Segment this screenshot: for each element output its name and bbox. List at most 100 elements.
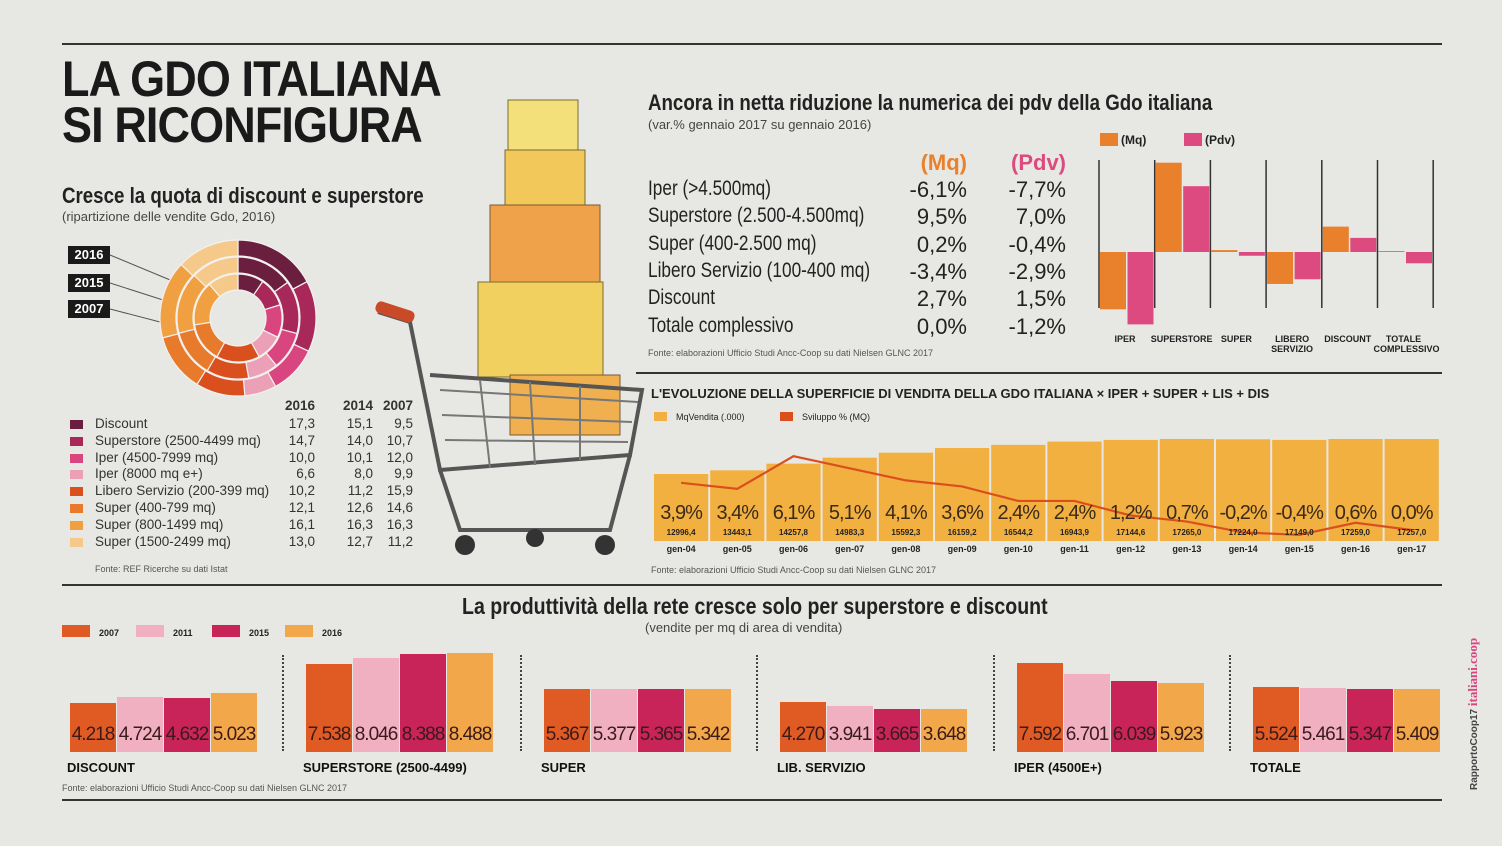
pdv-row-text: Super (400-2.500 mq) xyxy=(648,231,817,255)
mq-bar xyxy=(991,444,1046,541)
credit-text-2: italiani.coop xyxy=(1465,637,1480,707)
table-cell: 9,9 xyxy=(394,466,413,482)
mq-label: 16159,2 xyxy=(947,528,977,537)
pdv-row-text: Totale complessivo xyxy=(648,313,794,337)
legend-label-pdv: (Pdv) xyxy=(1205,133,1235,147)
pdv-header: (Pdv) xyxy=(1011,150,1066,175)
table-cell: 12,6 xyxy=(346,500,373,515)
table-cell: 15,1 xyxy=(346,416,373,431)
category-label: Discount xyxy=(95,416,148,431)
mq-label: 17149,0 xyxy=(1284,528,1314,537)
title-line-2: SI RICONFIGURA xyxy=(62,97,423,153)
legend-swatch-mqvendita xyxy=(654,412,667,421)
group-separator xyxy=(282,655,284,751)
category-label: Superstore (2500-4499 mq) xyxy=(95,432,261,448)
table-cell: 17,3 xyxy=(288,416,315,431)
bar-value-label: 8.488 xyxy=(448,724,493,745)
bar-value-label: 8.046 xyxy=(354,724,399,745)
x-tick-label: gen-12 xyxy=(1116,544,1146,554)
table-cell: 14,6 xyxy=(386,500,413,515)
growth-label: 0,0% xyxy=(1390,502,1434,524)
mq-bar xyxy=(1328,439,1383,541)
mq-label: 15592,3 xyxy=(891,528,921,537)
mq-value: -3,4% xyxy=(909,258,967,284)
bar-pdv xyxy=(1127,252,1154,325)
pdv-row-label: Totale complessivo xyxy=(648,314,825,338)
x-tick-label: gen-05 xyxy=(722,544,752,554)
mq-value: -6,1% xyxy=(909,177,967,202)
growth-label: -0,4% xyxy=(1275,502,1324,524)
bar-mq xyxy=(1155,162,1182,252)
pdv-source: Fonte: elaborazioni Ufficio Studi Ancc-C… xyxy=(648,348,933,358)
table-cell: 14,0 xyxy=(346,432,373,448)
bar-value-label: 5.347 xyxy=(1348,724,1393,745)
growth-label: 3,6% xyxy=(941,502,984,524)
table-cell: 15,9 xyxy=(386,483,413,499)
legend-label: 2007 xyxy=(99,628,120,638)
productivity-bar xyxy=(306,663,352,752)
mq-label: 12996,4 xyxy=(666,528,696,537)
legend-swatch xyxy=(136,625,164,637)
section-divider-2 xyxy=(62,584,1442,586)
category-label: LIBERO SERVIZIO xyxy=(1271,334,1314,354)
productivity-bar xyxy=(827,705,873,752)
pdv-row-label: Iper (>4.500mq) xyxy=(648,177,798,201)
pdv-value: -1,2% xyxy=(1008,313,1066,339)
productivity-bar xyxy=(1300,688,1346,752)
bar-value-label: 5.365 xyxy=(639,724,684,745)
bar-value-label: 6.039 xyxy=(1112,724,1157,745)
bar-value-label: 5.367 xyxy=(545,724,590,745)
ring-label-2015: 2015 xyxy=(68,274,110,292)
productivity-bar xyxy=(544,689,590,752)
bar-pdv xyxy=(1183,186,1210,252)
bar-value-label: 4.724 xyxy=(118,724,163,745)
donut-slice xyxy=(193,256,239,288)
bar-value-label: 4.218 xyxy=(71,724,116,745)
bar-value-label: 3.648 xyxy=(922,724,967,745)
productivity-bar xyxy=(211,693,257,752)
mq-label: 17259,0 xyxy=(1341,528,1370,537)
x-tick-label: gen-13 xyxy=(1172,544,1202,554)
group-separator xyxy=(993,655,995,751)
column-header: 2014 xyxy=(342,398,373,413)
mq-label: 17144,6 xyxy=(1116,528,1146,537)
bar-value-label: 6.701 xyxy=(1065,724,1110,745)
mq-value: 0,0% xyxy=(916,313,967,339)
legend-swatch xyxy=(70,420,83,429)
credit-text-1: RapportoCoop17 xyxy=(1469,708,1480,790)
table-cell: 12,1 xyxy=(288,500,315,515)
growth-label: 1,2% xyxy=(1109,502,1153,524)
category-label: Iper (8000 mq e+) xyxy=(95,466,203,482)
bar-mq xyxy=(1100,252,1126,310)
table-cell: 11,2 xyxy=(347,483,373,499)
productivity-bar xyxy=(921,709,967,752)
pdv-row-text: Discount xyxy=(648,286,715,310)
table-cell: 13,0 xyxy=(288,533,315,549)
productivity-bar xyxy=(70,702,116,752)
pdv-row-text: Superstore (2.500-4.500mq) xyxy=(648,204,865,228)
evolution-source: Fonte: elaborazioni Ufficio Studi Ancc-C… xyxy=(651,565,936,575)
bar-value-label: 5.023 xyxy=(212,724,257,745)
pdv-row-text: Iper (>4.500mq) xyxy=(648,177,771,200)
table-cell: 10,0 xyxy=(288,449,315,465)
productivity-bar xyxy=(117,696,163,752)
table-cell: 16,1 xyxy=(288,516,315,532)
mq-label: 17265,0 xyxy=(1172,528,1202,537)
table-cell: 10,2 xyxy=(288,483,315,499)
legend-label: 2016 xyxy=(322,628,343,638)
x-tick-label: gen-15 xyxy=(1284,544,1314,554)
legend-swatch xyxy=(212,625,240,637)
ring-label-2016: 2016 xyxy=(68,246,110,264)
bar-value-label: 8.388 xyxy=(401,724,446,745)
category-label: DISCOUNT xyxy=(1324,334,1372,344)
growth-label: 4,1% xyxy=(885,502,928,524)
productivity-bar xyxy=(1158,682,1204,752)
bar-value-label: 5.377 xyxy=(592,724,637,745)
donut-slice xyxy=(208,273,239,298)
productivity-bar xyxy=(1017,663,1063,752)
mq-label: 16943,9 xyxy=(1060,528,1089,537)
bar-value-label: 5.342 xyxy=(686,724,731,745)
growth-label: 6,1% xyxy=(772,502,816,524)
table-cell: 9,5 xyxy=(394,416,413,431)
bar-value-label: 7.592 xyxy=(1018,724,1063,745)
